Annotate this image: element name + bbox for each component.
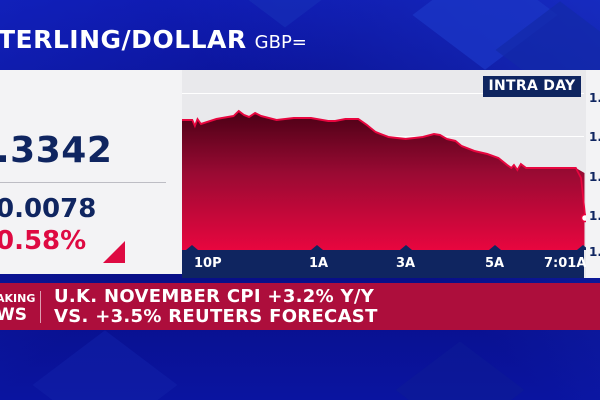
- ticker-symbol: GBP=: [254, 32, 307, 53]
- intraday-chart: INTRA DAY 10P 1A 3A 5A 7:01A 1.3 1.3 1.3…: [182, 70, 600, 278]
- y-label: 1.3: [589, 130, 600, 144]
- x-tick: [489, 245, 501, 250]
- x-label: 1A: [309, 256, 329, 271]
- y-label: 1.3: [589, 170, 600, 184]
- breaking-label-line2: WS: [0, 305, 27, 325]
- intraday-badge: INTRA DAY: [483, 76, 581, 97]
- breaking-label-line1: AKING: [0, 292, 36, 305]
- breaking-news-banner: AKING WS U.K. NOVEMBER CPI +3.2% Y/Y VS.…: [0, 283, 600, 330]
- divider: [0, 182, 166, 183]
- down-triangle-icon: [103, 241, 125, 263]
- x-tick: [577, 245, 589, 250]
- y-label: 1.3: [589, 245, 600, 259]
- y-label: 1.3: [589, 91, 600, 105]
- quote-panel: .3342 0.0078 0.58%: [0, 70, 182, 274]
- last-price: .3342: [0, 130, 113, 171]
- y-label: 1.3: [589, 209, 600, 223]
- breaking-news-label: AKING WS: [0, 291, 35, 324]
- percent-change: 0.58%: [0, 226, 87, 256]
- price-area: [182, 109, 586, 250]
- x-axis: [182, 250, 584, 278]
- headline-line2: VS. +3.5% REUTERS FORECAST: [54, 306, 378, 327]
- x-label: 10P: [194, 256, 222, 271]
- headline: U.K. NOVEMBER CPI +3.2% Y/Y VS. +3.5% RE…: [54, 287, 378, 327]
- x-label: 7:01A: [544, 256, 587, 271]
- net-change: 0.0078: [0, 194, 97, 224]
- title-bar: TERLING/DOLLAR GBP=: [0, 18, 307, 62]
- x-tick: [400, 245, 412, 250]
- gridline: [182, 93, 584, 94]
- x-tick: [186, 245, 198, 250]
- headline-line1: U.K. NOVEMBER CPI +3.2% Y/Y: [54, 286, 375, 307]
- y-axis: [586, 70, 600, 278]
- x-tick: [311, 245, 323, 250]
- x-label: 3A: [396, 256, 416, 271]
- instrument-title: TERLING/DOLLAR: [0, 25, 247, 54]
- x-label: 5A: [485, 256, 505, 271]
- banner-separator: [40, 291, 41, 323]
